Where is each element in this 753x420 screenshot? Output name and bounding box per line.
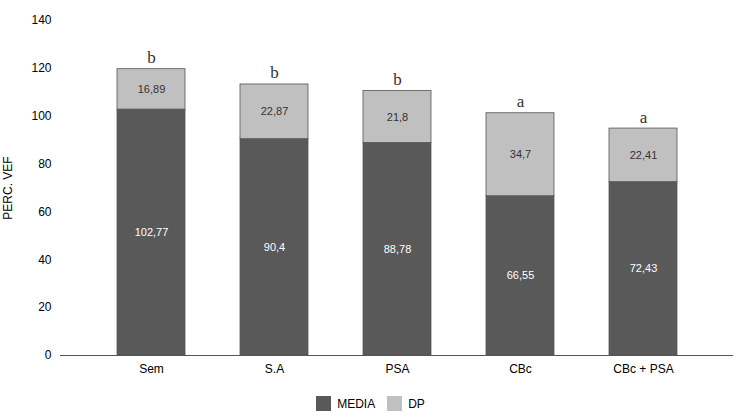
svg-text:90,4: 90,4 [264, 241, 285, 253]
html-text:DP: DP [408, 396, 425, 411]
svg-text:a: a [517, 92, 525, 111]
svg-text:b: b [270, 63, 279, 82]
svg-text:20: 20 [38, 300, 52, 314]
svg-text:S.A: S.A [265, 362, 284, 376]
svg-text:140: 140 [31, 13, 51, 27]
svg-text:66,55: 66,55 [507, 269, 535, 281]
svg-text:100: 100 [31, 109, 51, 123]
svg-text:22,41: 22,41 [630, 149, 658, 161]
svg-text:Sem: Sem [139, 362, 164, 376]
svg-text:120: 120 [31, 61, 51, 75]
svg-text:16,89: 16,89 [138, 83, 166, 95]
html-text:MEDIA: MEDIA [337, 396, 376, 411]
svg-text:b: b [393, 70, 402, 89]
svg-text:PERC. VEF: PERC. VEF [1, 156, 15, 219]
svg-text:21,8: 21,8 [387, 111, 408, 123]
svg-text:CBc + PSA: CBc + PSA [613, 362, 673, 376]
svg-text:60: 60 [38, 205, 52, 219]
svg-text:0: 0 [45, 348, 52, 362]
svg-text:34,7: 34,7 [510, 148, 531, 160]
svg-text:72,43: 72,43 [630, 262, 658, 274]
svg-text:CBc: CBc [509, 362, 532, 376]
svg-text:40: 40 [38, 253, 52, 267]
svg-text:80: 80 [38, 157, 52, 171]
svg-text:22,87: 22,87 [261, 105, 289, 117]
svg-text:102,77: 102,77 [135, 226, 169, 238]
svg-text:a: a [640, 108, 648, 127]
svg-text:88,78: 88,78 [384, 243, 412, 255]
svg-text:PSA: PSA [385, 362, 409, 376]
svg-text:b: b [147, 48, 156, 67]
